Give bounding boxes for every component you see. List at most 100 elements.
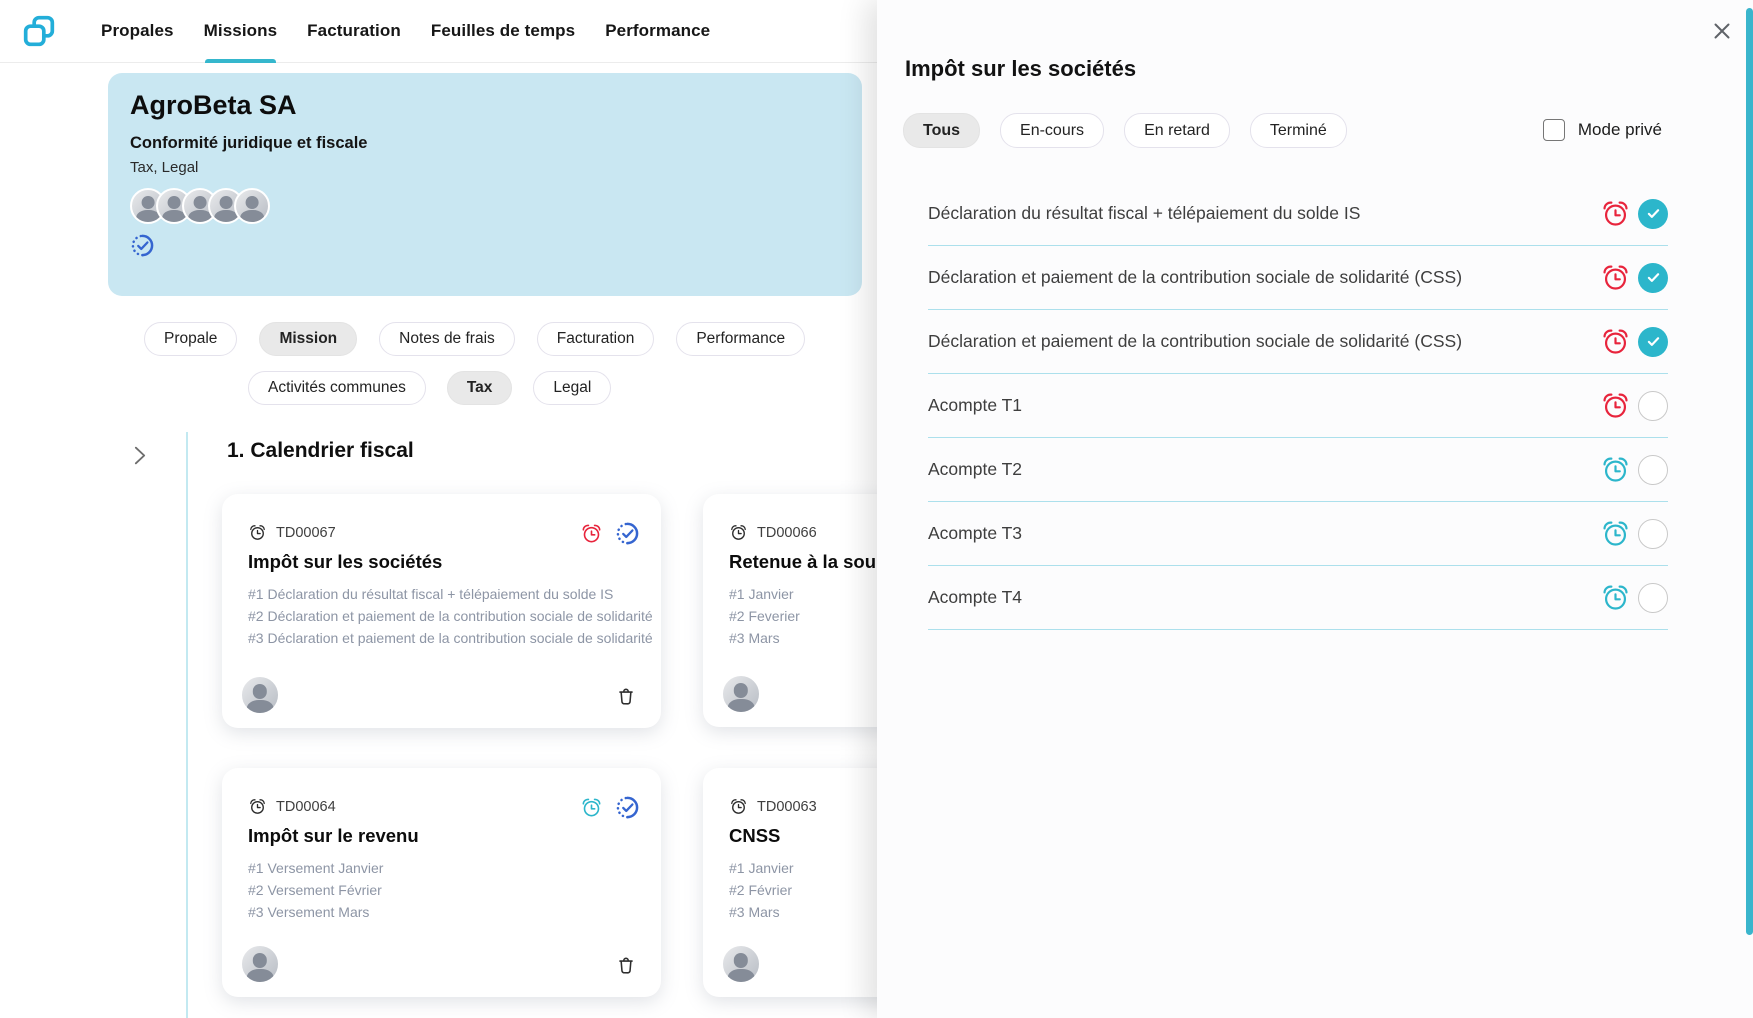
filter-row-primary: Propale Mission Notes de frais Facturati… [144, 322, 806, 356]
client-tags: Tax, Legal [130, 159, 199, 176]
panel-filter-en-cours[interactable]: En-cours [1000, 113, 1105, 148]
card-id: TD00064 [276, 798, 336, 815]
trash-icon[interactable] [615, 955, 637, 977]
progress-badge-icon [615, 795, 640, 820]
nav-item-propales[interactable]: Propales [101, 21, 174, 40]
task-status-toggle[interactable] [1638, 454, 1668, 485]
filter-pill-notes-de-frais[interactable]: Notes de frais [379, 322, 515, 356]
private-mode-control: Mode privé [1542, 119, 1662, 141]
task-row[interactable]: Déclaration et paiement de la contributi… [928, 310, 1668, 374]
reminder-alarm-icon[interactable] [1600, 582, 1631, 613]
app-logo-icon [22, 14, 56, 48]
avatar [240, 675, 280, 715]
task-row[interactable]: Déclaration et paiement de la contributi… [928, 246, 1668, 310]
check-icon [1645, 333, 1662, 350]
filter-pill-propale[interactable]: Propale [144, 322, 238, 356]
card-task-item: #2 Feverier [729, 608, 800, 624]
card-id-row: TD00066 [729, 523, 1116, 542]
card-id-row: TD00067 [248, 523, 635, 542]
card-id: TD00067 [276, 524, 336, 541]
task-icons [1600, 582, 1668, 613]
card-task-list: #1 Déclaration du résultat fiscal + télé… [248, 583, 661, 649]
filter-pill-activites-communes[interactable]: Activités communes [248, 371, 426, 405]
reminder-alarm-icon[interactable] [1600, 518, 1631, 549]
task-row[interactable]: Acompte T2 [928, 438, 1668, 502]
card-badges [580, 521, 640, 546]
task-icons [1600, 198, 1668, 229]
card-task-item: #1 Janvier [729, 860, 794, 876]
filter-row-secondary: Activités communes Tax Legal [248, 371, 612, 405]
alarm-badge-icon [580, 796, 603, 819]
card-task-item: #1 Déclaration du résultat fiscal + télé… [248, 586, 614, 602]
task-status-toggle[interactable] [1638, 326, 1668, 357]
close-icon[interactable] [1710, 19, 1734, 43]
task-icons [1600, 326, 1668, 357]
reminder-alarm-icon[interactable] [1600, 390, 1631, 421]
card-id-row: TD00064 [248, 797, 635, 816]
filter-pill-tax[interactable]: Tax [446, 371, 513, 405]
task-row[interactable]: Acompte T4 [928, 566, 1668, 630]
avatar [721, 944, 761, 984]
reminder-alarm-icon[interactable] [1600, 454, 1631, 485]
card-task-item: #2 Déclaration et paiement de la contrib… [248, 608, 653, 624]
task-label: Acompte T4 [928, 587, 1023, 607]
panel-filter-row: Tous En-cours En retard Terminé [903, 113, 1347, 148]
panel-scrollbar[interactable] [1746, 8, 1753, 935]
mission-card[interactable]: TD00064 Impôt sur le revenu #1 Versement… [222, 768, 661, 997]
panel-filter-en-retard[interactable]: En retard [1124, 113, 1230, 148]
task-status-toggle[interactable] [1638, 582, 1668, 613]
filter-pill-performance[interactable]: Performance [676, 322, 806, 356]
check-icon [1645, 269, 1662, 286]
card-task-list: #1 Versement Janvier #2 Versement Févrie… [248, 857, 661, 923]
task-detail-panel: Impôt sur les sociétés Tous En-cours En … [877, 0, 1753, 1018]
mission-progress-icon [130, 233, 155, 258]
card-badges [580, 795, 640, 820]
card-task-item: #1 Janvier [729, 586, 794, 602]
nav-item-performance[interactable]: Performance [605, 21, 711, 40]
trash-icon[interactable] [615, 686, 637, 708]
nav-item-facturation[interactable]: Facturation [307, 21, 401, 40]
filter-pill-mission[interactable]: Mission [259, 322, 358, 356]
alarm-clock-icon [248, 797, 267, 816]
filter-pill-facturation[interactable]: Facturation [536, 322, 655, 356]
nav-item-missions[interactable]: Missions [204, 0, 278, 63]
card-task-item: #3 Déclaration et paiement de la contrib… [248, 630, 653, 646]
card-task-item: #3 Versement Mars [248, 904, 370, 920]
private-mode-checkbox[interactable] [1542, 119, 1565, 141]
task-row[interactable]: Acompte T3 [928, 502, 1668, 566]
alarm-clock-icon [729, 797, 748, 816]
task-list: Déclaration du résultat fiscal + télépai… [928, 182, 1668, 630]
task-row[interactable]: Déclaration du résultat fiscal + télépai… [928, 182, 1668, 246]
nav-item-feuilles-de-temps[interactable]: Feuilles de temps [430, 21, 576, 40]
task-label: Acompte T2 [928, 459, 1023, 479]
filter-pill-legal[interactable]: Legal [533, 371, 612, 405]
reminder-alarm-icon[interactable] [1600, 262, 1631, 293]
client-name: AgroBeta SA [130, 90, 297, 120]
card-id-row: TD00063 [729, 797, 1116, 816]
section-collapse-chevron-icon[interactable] [127, 443, 152, 468]
avatar [721, 674, 761, 714]
reminder-alarm-icon[interactable] [1600, 326, 1631, 357]
card-id: TD00066 [757, 524, 817, 541]
panel-filter-tous[interactable]: Tous [903, 113, 981, 148]
task-status-toggle[interactable] [1638, 262, 1668, 293]
alarm-badge-icon [580, 522, 603, 545]
reminder-alarm-icon[interactable] [1600, 198, 1631, 229]
task-icons [1600, 390, 1668, 421]
card-task-item: #3 Mars [729, 904, 780, 920]
client-header-card: AgroBeta SA Conformité juridique et fisc… [108, 73, 862, 296]
section-guide-line [186, 432, 188, 1018]
task-label: Déclaration et paiement de la contributi… [928, 267, 1463, 287]
mission-card[interactable]: TD00067 Impôt sur les sociétés #1 Déclar… [222, 494, 661, 728]
task-status-toggle[interactable] [1638, 390, 1668, 421]
task-status-toggle[interactable] [1638, 198, 1668, 229]
card-task-list: #1 Janvier #2 Feverier #3 Mars [729, 583, 1142, 649]
card-task-item: #1 Versement Janvier [248, 860, 384, 876]
task-label: Acompte T1 [928, 395, 1023, 415]
task-status-toggle[interactable] [1638, 518, 1668, 549]
task-row[interactable]: Acompte T1 [928, 374, 1668, 438]
avatar [240, 944, 280, 984]
card-task-item: #2 Février [729, 882, 793, 898]
panel-filter-termine[interactable]: Terminé [1249, 113, 1347, 148]
